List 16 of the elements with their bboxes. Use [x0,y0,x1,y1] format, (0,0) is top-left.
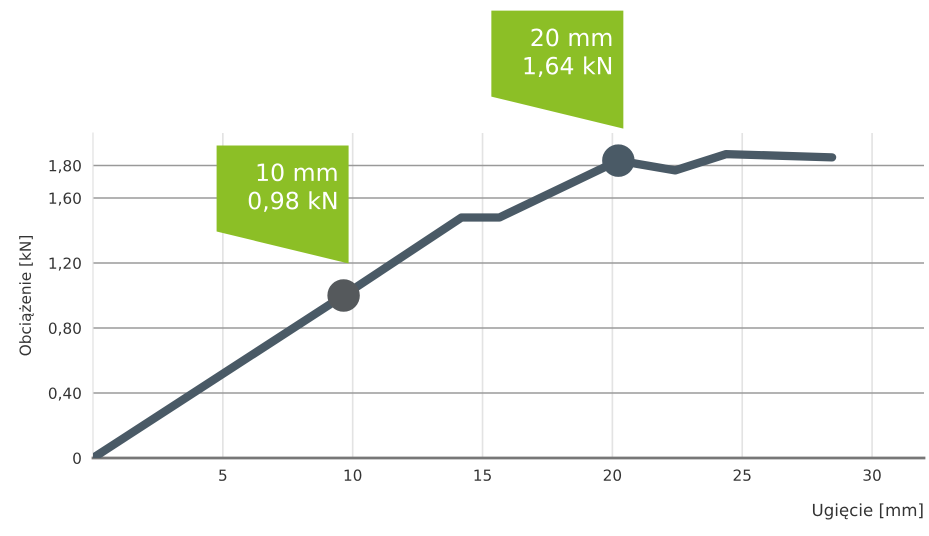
y-tick-label: 0,40 [48,387,81,401]
x-tick-label: 25 [734,469,751,481]
x-tick-label: 30 [864,469,881,481]
y-tick-label: 0,80 [48,322,81,336]
x-tick-label: 5 [219,470,226,481]
y-tick-label: 1,80 [50,160,81,174]
x-axis-title: Ugięcie [mm] [812,503,923,520]
text: 20 mm 1,64 kN [524,28,612,77]
y-tick-label: 1,20 [50,257,81,271]
y-axis-title: Obciążenie [kN] [19,236,34,356]
x-tick-label: 15 [474,470,491,481]
x-tick-label: 10 [344,469,362,481]
annotation: 10 mm 0,98 kN [248,163,337,212]
x-tick-label: 20 [604,469,622,481]
y-tick-label: 1,60 [50,192,81,206]
y-tick-label: 0 [73,452,81,464]
